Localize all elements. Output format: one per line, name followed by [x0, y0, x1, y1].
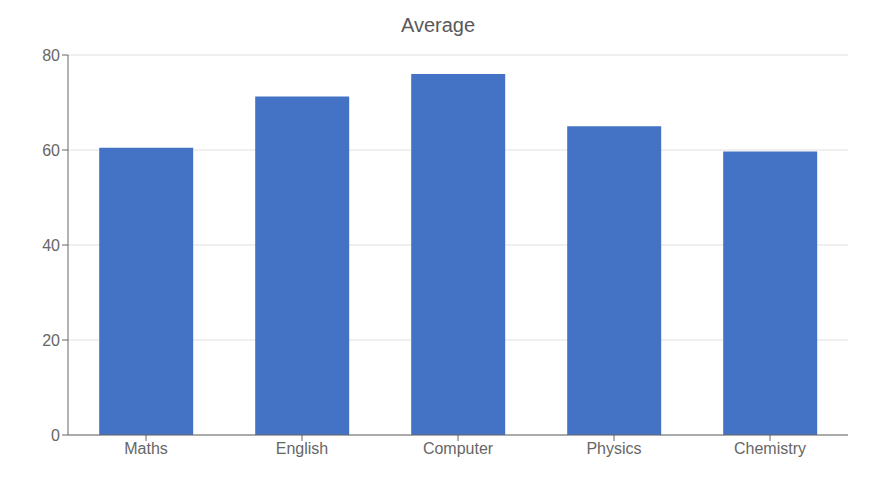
- svg-text:Computer: Computer: [423, 440, 494, 457]
- html-text:Average: Average: [400, 14, 476, 36]
- svg-text:Physics: Physics: [586, 440, 641, 457]
- svg-text:60: 60: [42, 142, 60, 159]
- svg-text:20: 20: [42, 332, 60, 349]
- svg-text:0: 0: [51, 427, 60, 444]
- svg-text:40: 40: [42, 237, 60, 254]
- svg-text:Chemistry: Chemistry: [734, 440, 806, 457]
- svg-text:80: 80: [42, 47, 60, 64]
- svg-text:English: English: [276, 440, 328, 457]
- svg-text:Maths: Maths: [124, 440, 168, 457]
